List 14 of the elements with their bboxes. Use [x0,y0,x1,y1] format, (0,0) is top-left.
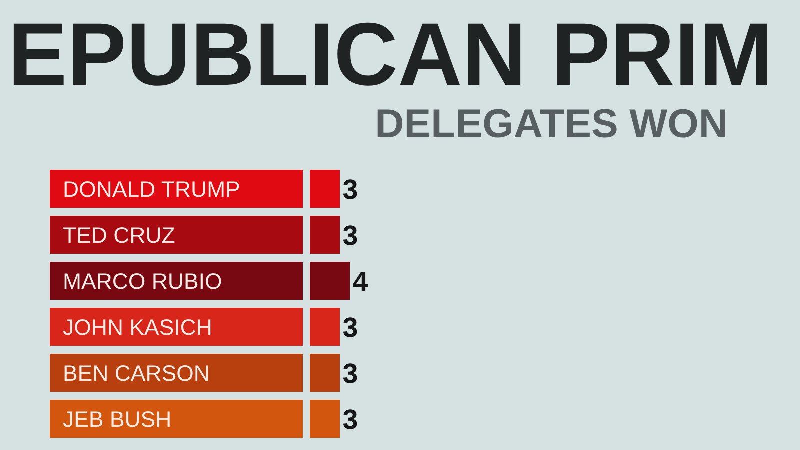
y-tick-label: TED CRUZ [64,228,175,244]
y-tick-label: JEB BUSH [63,412,170,428]
data-label: 4 [353,272,368,292]
text: DELEGATES WON [378,109,726,138]
chart-title: EPUBLICAN PRIM [14,22,768,86]
y-tick-label: DONALD TRUMP [64,182,240,198]
y-tick-label: JOHN KASICH [63,320,211,336]
data-label: 3 [343,364,358,384]
data-label: 3 [343,318,358,338]
data-label: 3 [343,226,358,246]
data-label: 3 [343,180,358,200]
y-tick-label: BEN CARSON [64,366,208,382]
y-tick-label: MARCO RUBIO [64,274,222,290]
data-label: 3 [343,410,358,430]
